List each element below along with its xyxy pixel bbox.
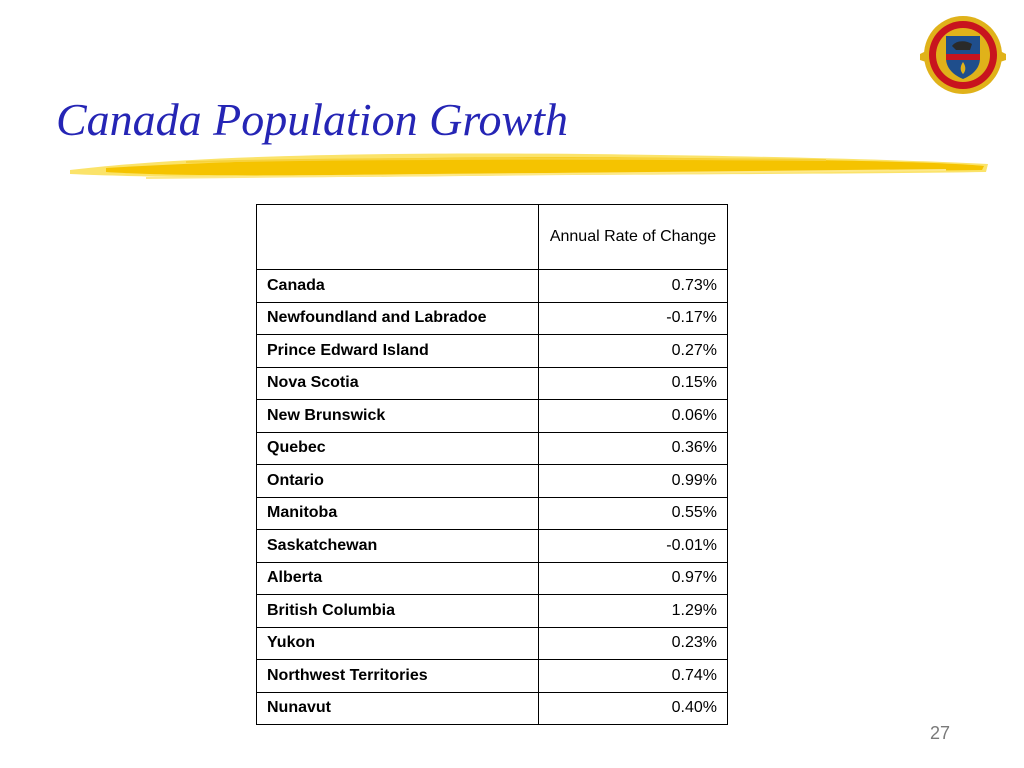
region-cell: British Columbia	[256, 594, 539, 628]
table-row: Yukon 0.23%	[256, 626, 728, 660]
region-cell: Nunavut	[256, 691, 539, 725]
rate-cell: 0.74%	[538, 659, 728, 693]
table-body: Canada 0.73% Newfoundland and Labradoe -0.1…	[256, 269, 728, 725]
table-row: Manitoba 0.55%	[256, 496, 728, 530]
header-region-cell	[256, 204, 539, 270]
table-row: Ontario 0.99%	[256, 464, 728, 498]
seal-emblem	[952, 41, 972, 50]
underline-stroke-streak-2	[145, 169, 947, 179]
region-cell: Ontario	[256, 464, 539, 498]
table-row: Nunavut 0.40%	[256, 691, 728, 725]
rate-cell: 0.97%	[538, 561, 728, 595]
slide-title: Canada Population Growth	[56, 94, 568, 145]
region-cell: Manitoba	[256, 496, 539, 530]
rate-cell: 0.23%	[538, 626, 728, 660]
population-growth-table: Annual Rate of Change Canada 0.73% Newfoun…	[256, 204, 728, 725]
region-cell: Alberta	[256, 561, 539, 595]
header-rate-cell: Annual Rate of Change	[538, 204, 728, 270]
rate-cell: -0.01%	[538, 529, 728, 563]
table-row: Alberta 0.97%	[256, 561, 728, 595]
rate-cell: 0.55%	[538, 496, 728, 530]
rate-cell: 0.15%	[538, 366, 728, 400]
underline-stroke-streak	[185, 157, 827, 163]
rate-cell: 0.06%	[538, 399, 728, 433]
rate-cell: 1.29%	[538, 594, 728, 628]
region-cell: Northwest Territories	[256, 659, 539, 693]
title-underline-stroke	[70, 153, 988, 179]
region-cell: Newfoundland and Labradoe	[256, 301, 539, 335]
table-row: Saskatchewan -0.01%	[256, 529, 728, 563]
table-row: Northwest Territories 0.74%	[256, 659, 728, 693]
region-cell: Yukon	[256, 626, 539, 660]
underline-stroke-main	[106, 157, 984, 176]
table-row: Prince Edward Island 0.27%	[256, 334, 728, 368]
region-cell: New Brunswick	[256, 399, 539, 433]
rate-cell: -0.17%	[538, 301, 728, 335]
region-cell: Quebec	[256, 431, 539, 465]
table-header-row: Annual Rate of Change	[256, 204, 728, 270]
table-row: Newfoundland and Labradoe -0.17%	[256, 301, 728, 335]
rate-cell: 0.36%	[538, 431, 728, 465]
table-row: New Brunswick 0.06%	[256, 399, 728, 433]
seal-shield-band	[946, 54, 980, 60]
region-cell: Canada	[256, 269, 539, 303]
institution-seal-icon	[920, 16, 1006, 94]
region-cell: Nova Scotia	[256, 366, 539, 400]
seal-flame	[960, 62, 966, 74]
page-number: 27	[930, 723, 951, 743]
table-row: Canada 0.73%	[256, 269, 728, 303]
table-row: Nova Scotia 0.15%	[256, 366, 728, 400]
table-row: British Columbia 1.29%	[256, 594, 728, 628]
rate-cell: 0.99%	[538, 464, 728, 498]
rate-cell: 0.40%	[538, 691, 728, 725]
region-cell: Prince Edward Island	[256, 334, 539, 368]
rate-cell: 0.27%	[538, 334, 728, 368]
region-cell: Saskatchewan	[256, 529, 539, 563]
rate-cell: 0.73%	[538, 269, 728, 303]
table-row: Quebec 0.36%	[256, 431, 728, 465]
